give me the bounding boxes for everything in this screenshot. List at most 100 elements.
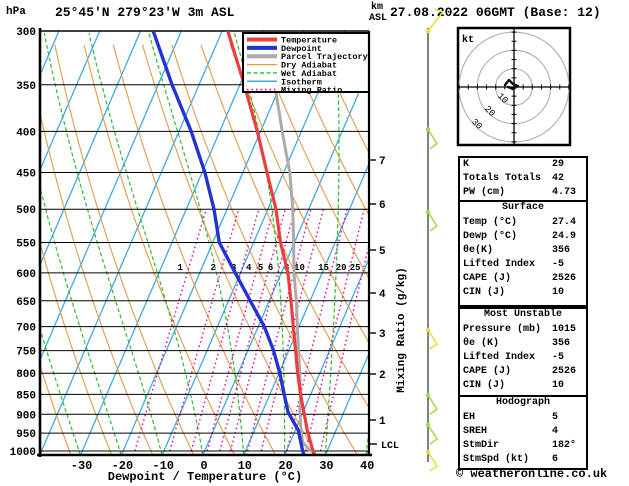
pressure-unit-label: hPa — [6, 6, 26, 18]
km-tick-label: 2 — [379, 370, 386, 382]
wind-barb — [427, 211, 439, 232]
isotherm-line — [161, 31, 346, 455]
isotherm-line — [284, 257, 369, 455]
temperature-tick-label: 40 — [360, 459, 374, 473]
stats-label: θe(K) — [463, 245, 494, 256]
altitude-unit-asl: ASL — [369, 13, 388, 24]
isotherm-line — [40, 31, 142, 267]
wet-adiabat-line — [88, 33, 204, 455]
wind-barb — [427, 329, 439, 350]
stats-label: StmDir — [463, 440, 500, 451]
stats-value: -5 — [552, 352, 565, 363]
stats-row: Pressure (mb) 1015 — [460, 323, 586, 337]
wet-adiabat-line — [43, 33, 163, 455]
stats-row: Lifted Index -5 — [460, 351, 586, 365]
legend-label: Isotherm — [281, 77, 322, 87]
mixing-ratio-line — [132, 208, 207, 455]
stats-value: 4.73 — [552, 187, 577, 198]
stats-label: CAPE (J) — [463, 273, 512, 284]
stats-section-surface: Surface Temp (°C) 27.4 Dewp (°C) 24.9 θe(K) 35… — [458, 200, 588, 307]
stats-value: 24.9 — [552, 231, 577, 242]
wind-barb — [427, 394, 439, 415]
dewpoint-curve — [151, 31, 306, 455]
stats-row: PW (cm) 4.73 — [460, 186, 586, 200]
dry-adiabat-line — [40, 110, 154, 455]
dry-adiabat-line — [288, 44, 369, 217]
mixing-ratio-line — [218, 209, 286, 455]
pressure-gridlines — [40, 30, 369, 452]
stats-row: θe(K) 356 — [460, 244, 586, 258]
temperature-tick-label: -20 — [112, 459, 134, 473]
legend-box — [242, 32, 370, 93]
altitude-unit-label: km ASL — [369, 2, 393, 46]
wind-barb — [427, 129, 439, 150]
mixing-ratio-value-label: 25 — [350, 263, 361, 273]
stats-value: 10 — [552, 380, 565, 391]
stats-section-hodograph: Hodograph EH 5 SREH 4 StmDir 182° StmSpd (kt) 6 — [458, 395, 588, 470]
stats-value: 2526 — [552, 273, 577, 284]
wind-barb — [427, 451, 439, 472]
stats-label: StmSpd (kt) — [463, 454, 530, 465]
mixing-ratio-value-label: 1 — [178, 263, 184, 273]
altitude-unit-km: km — [371, 2, 384, 13]
mixing-ratio-axis-title: Mixing Ratio (g/kg) — [396, 267, 408, 392]
stats-section-header: Surface — [501, 202, 544, 213]
sounding-profiles — [151, 31, 316, 455]
stats-row: K 29 — [460, 158, 586, 172]
pressure-tick-label: 950 — [16, 429, 36, 441]
hodograph-unit-label: kt — [462, 34, 474, 46]
dry-adiabat-line — [141, 44, 318, 455]
dry-adiabat-line — [40, 241, 113, 455]
stats-row: Lifted Index -5 — [460, 258, 586, 272]
stats-value: 6 — [552, 454, 559, 465]
wet-adiabat-line — [40, 326, 82, 455]
legend-label: Dewpoint — [281, 44, 322, 54]
legend-label: Parcel Trajectory — [281, 52, 368, 62]
isotherm-line — [80, 31, 264, 455]
dry-adiabat-line — [112, 44, 277, 455]
mixing-ratio-value-label: 5 — [258, 263, 263, 273]
stats-section-most-unstable: Most Unstable Pressure (mb) 1015 θe (K) 356 L… — [458, 307, 588, 397]
stats-label: Dewp (°C) — [463, 231, 518, 242]
stats-row: SREH 4 — [460, 425, 586, 439]
stats-row: CAPE (J) 2526 — [460, 272, 586, 286]
stats-row: EH 5 — [460, 411, 586, 425]
km-tick-label: 3 — [379, 329, 386, 341]
pressure-tick-label: 300 — [16, 27, 36, 39]
stats-row: CAPE (J) 2526 — [460, 365, 586, 379]
temperature-tick-label: -30 — [71, 459, 93, 473]
stats-value: 29 — [552, 159, 565, 170]
stats-row: StmDir 182° — [460, 439, 586, 453]
stats-value: 27.4 — [552, 217, 577, 228]
wet-adiabat-line — [324, 33, 340, 455]
stats-value: 2526 — [552, 366, 577, 377]
stats-label: K — [463, 159, 470, 170]
stats-row: θe (K) 356 — [460, 337, 586, 351]
dry-adiabat-line — [54, 44, 195, 455]
stats-value: 4 — [552, 426, 559, 437]
km-tick-label: 6 — [379, 200, 386, 212]
stats-row: CIN (J) 10 — [460, 286, 586, 300]
temperature-curve — [226, 31, 316, 455]
pressure-tick-label: 750 — [16, 347, 36, 359]
isotherm-line — [40, 31, 101, 172]
page-title: 25°45'N 279°23'W 3m ASL — [55, 5, 235, 20]
stats-label: Lifted Index — [463, 352, 536, 363]
isotherm-line — [324, 351, 369, 455]
stats-label: Temp (°C) — [463, 217, 518, 228]
km-tick-label: 7 — [379, 156, 386, 168]
copyright-credit: © weatheronline.co.uk — [456, 467, 608, 481]
legend-label: Mixing Ratio — [281, 86, 342, 96]
stats-row: CIN (J) 10 — [460, 379, 586, 393]
pressure-tick-label: 450 — [16, 168, 36, 180]
mixing-ratio-line — [167, 209, 240, 455]
mixing-ratio-line — [189, 209, 260, 455]
x-axis-title: Dewpoint / Temperature (°C) — [108, 470, 302, 484]
stats-row: Totals Totals 42 — [460, 172, 586, 186]
pressure-tick-label: 600 — [16, 269, 36, 281]
stats-value: 356 — [552, 245, 571, 256]
